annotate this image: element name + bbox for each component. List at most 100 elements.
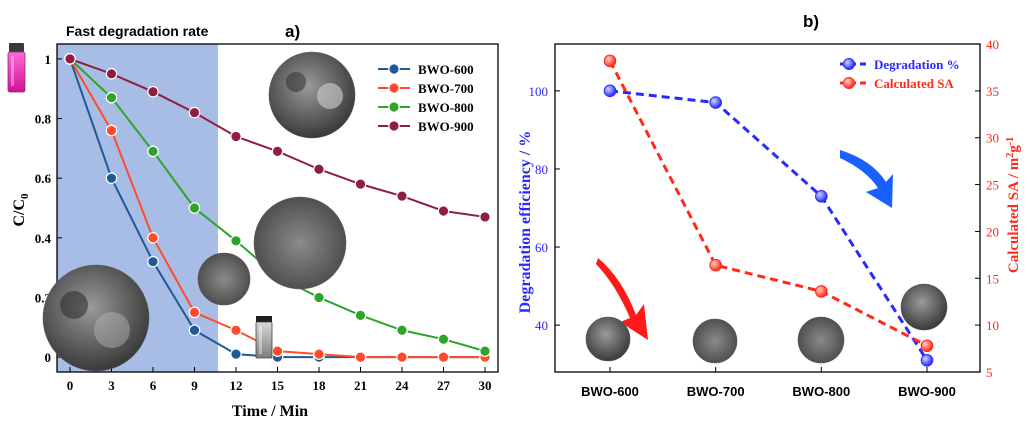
data-point-bwo-800 <box>437 333 450 345</box>
data-point-bwo-900 <box>313 163 325 176</box>
red-arrow-icon <box>596 258 648 340</box>
series-degradation <box>603 84 934 367</box>
sem-thumb-bwo-800 <box>797 316 845 364</box>
data-point-bwo-700 <box>354 351 367 363</box>
category-label: BWO-700 <box>687 384 745 399</box>
panel-b-label: b) <box>803 12 819 31</box>
panel-a-y-axis-label: C/C0 <box>11 193 31 227</box>
legend-marker <box>843 77 855 89</box>
right-label-mid: g <box>1006 145 1022 153</box>
legend-marker <box>388 82 400 94</box>
data-point-calculated-sa <box>603 54 617 68</box>
sem-texture <box>286 72 306 92</box>
left-y-tick-label: 80 <box>535 162 548 177</box>
sem-image-bwo-600 <box>42 264 150 372</box>
x-tick-label: 3 <box>108 378 115 393</box>
data-point-bwo-900 <box>354 178 367 190</box>
data-point-bwo-600 <box>230 348 242 360</box>
x-tick-label: 24 <box>396 378 410 393</box>
data-point-bwo-700 <box>230 324 242 337</box>
panel-b-legend: Degradation % Calculated SA <box>840 57 960 91</box>
series-calculated-sa <box>603 54 934 353</box>
legend-marker <box>843 58 855 70</box>
x-tick-label: 30 <box>479 378 492 393</box>
right-y-tick-label: 15 <box>986 271 999 286</box>
data-point-calculated-sa <box>815 285 828 298</box>
sem-thumb-bwo-700 <box>692 318 738 364</box>
legend-label: BWO-600 <box>418 62 474 77</box>
legend-entry-bwo-900: BWO-900 <box>378 119 474 134</box>
legend-label: Degradation % <box>874 57 960 72</box>
series-bwo-900 <box>64 53 491 223</box>
right-y-tick-label: 40 <box>986 37 999 52</box>
panel-a-legend: BWO-600 BWO-700 BWO-800 BWO-900 <box>378 62 474 134</box>
data-point-bwo-900 <box>105 68 118 80</box>
data-point-bwo-600 <box>105 172 118 184</box>
panel-b-ticks: BWO-600 BWO-700 BWO-800 BWO-900 40 60 80 100 5 10… <box>529 37 1000 399</box>
sem-image-bwo-900 <box>268 51 356 139</box>
data-point-degradation <box>603 84 617 98</box>
y-tick-label: 0.8 <box>35 112 52 127</box>
left-y-tick-label: 60 <box>535 240 548 255</box>
legend-entry-bwo-600: BWO-600 <box>378 62 474 77</box>
panel-a-label: a) <box>285 22 300 41</box>
sem-texture <box>94 312 130 348</box>
data-point-bwo-800 <box>105 91 118 104</box>
blue-arrow-icon <box>840 150 893 208</box>
y-label-main: C/C <box>11 199 28 227</box>
data-point-bwo-900 <box>271 145 284 158</box>
clear-solution-vial-icon <box>255 316 273 359</box>
x-tick-label: 9 <box>191 378 198 393</box>
y-tick-label: 0.4 <box>35 231 52 246</box>
right-y-tick-label: 20 <box>986 224 999 239</box>
data-point-bwo-900 <box>396 190 408 202</box>
legend-entry-degradation: Degradation % <box>840 57 960 72</box>
right-y-tick-label: 35 <box>986 84 999 99</box>
x-tick-label: 12 <box>230 378 243 393</box>
left-y-tick-label: 100 <box>529 84 549 99</box>
category-label: BWO-800 <box>792 384 850 399</box>
data-point-bwo-700 <box>147 232 159 244</box>
panel-b-axes <box>554 43 981 373</box>
legend-marker <box>388 63 400 75</box>
data-point-bwo-600 <box>147 255 159 268</box>
data-point-bwo-800 <box>188 202 201 214</box>
data-point-bwo-900 <box>437 205 450 217</box>
y-tick-label: 0 <box>45 350 52 365</box>
data-point-bwo-800 <box>230 235 242 247</box>
x-tick-label: 18 <box>313 378 327 393</box>
legend-entry-bwo-700: BWO-700 <box>378 81 474 96</box>
pink-dye-vial-icon <box>7 43 26 93</box>
right-y-tick-label: 5 <box>986 365 993 380</box>
category-label: BWO-600 <box>581 384 639 399</box>
series-line-degradation <box>609 89 929 362</box>
legend-label: BWO-700 <box>418 81 474 96</box>
sem-thumb-bwo-600 <box>585 316 631 362</box>
data-point-bwo-700 <box>313 348 325 360</box>
panel-b-left-y-axis-label: Degradation efficiency / % <box>517 131 534 314</box>
legend-label: BWO-800 <box>418 100 474 115</box>
data-point-bwo-800 <box>147 145 159 158</box>
x-tick-label: 0 <box>67 378 74 393</box>
legend-marker <box>388 120 400 132</box>
data-point-bwo-700 <box>437 351 450 363</box>
panel-a-title: Fast degradation rate <box>66 23 209 39</box>
right-y-tick-label: 10 <box>986 318 999 333</box>
panel-b-plot-frame <box>554 43 981 373</box>
data-point-bwo-900 <box>188 106 201 119</box>
legend-label: Calculated SA <box>874 76 954 91</box>
legend-label: BWO-900 <box>418 119 474 134</box>
data-point-bwo-800 <box>479 345 491 357</box>
data-point-bwo-900 <box>230 130 242 143</box>
data-point-degradation <box>920 353 934 367</box>
data-point-degradation <box>815 189 828 203</box>
y-tick-label: 1 <box>45 52 52 67</box>
data-point-bwo-700 <box>271 345 284 357</box>
x-tick-label: 6 <box>150 378 157 393</box>
sem-texture <box>60 291 88 319</box>
data-point-degradation <box>709 96 722 109</box>
data-point-bwo-900 <box>147 85 159 98</box>
data-point-bwo-900 <box>479 211 491 223</box>
